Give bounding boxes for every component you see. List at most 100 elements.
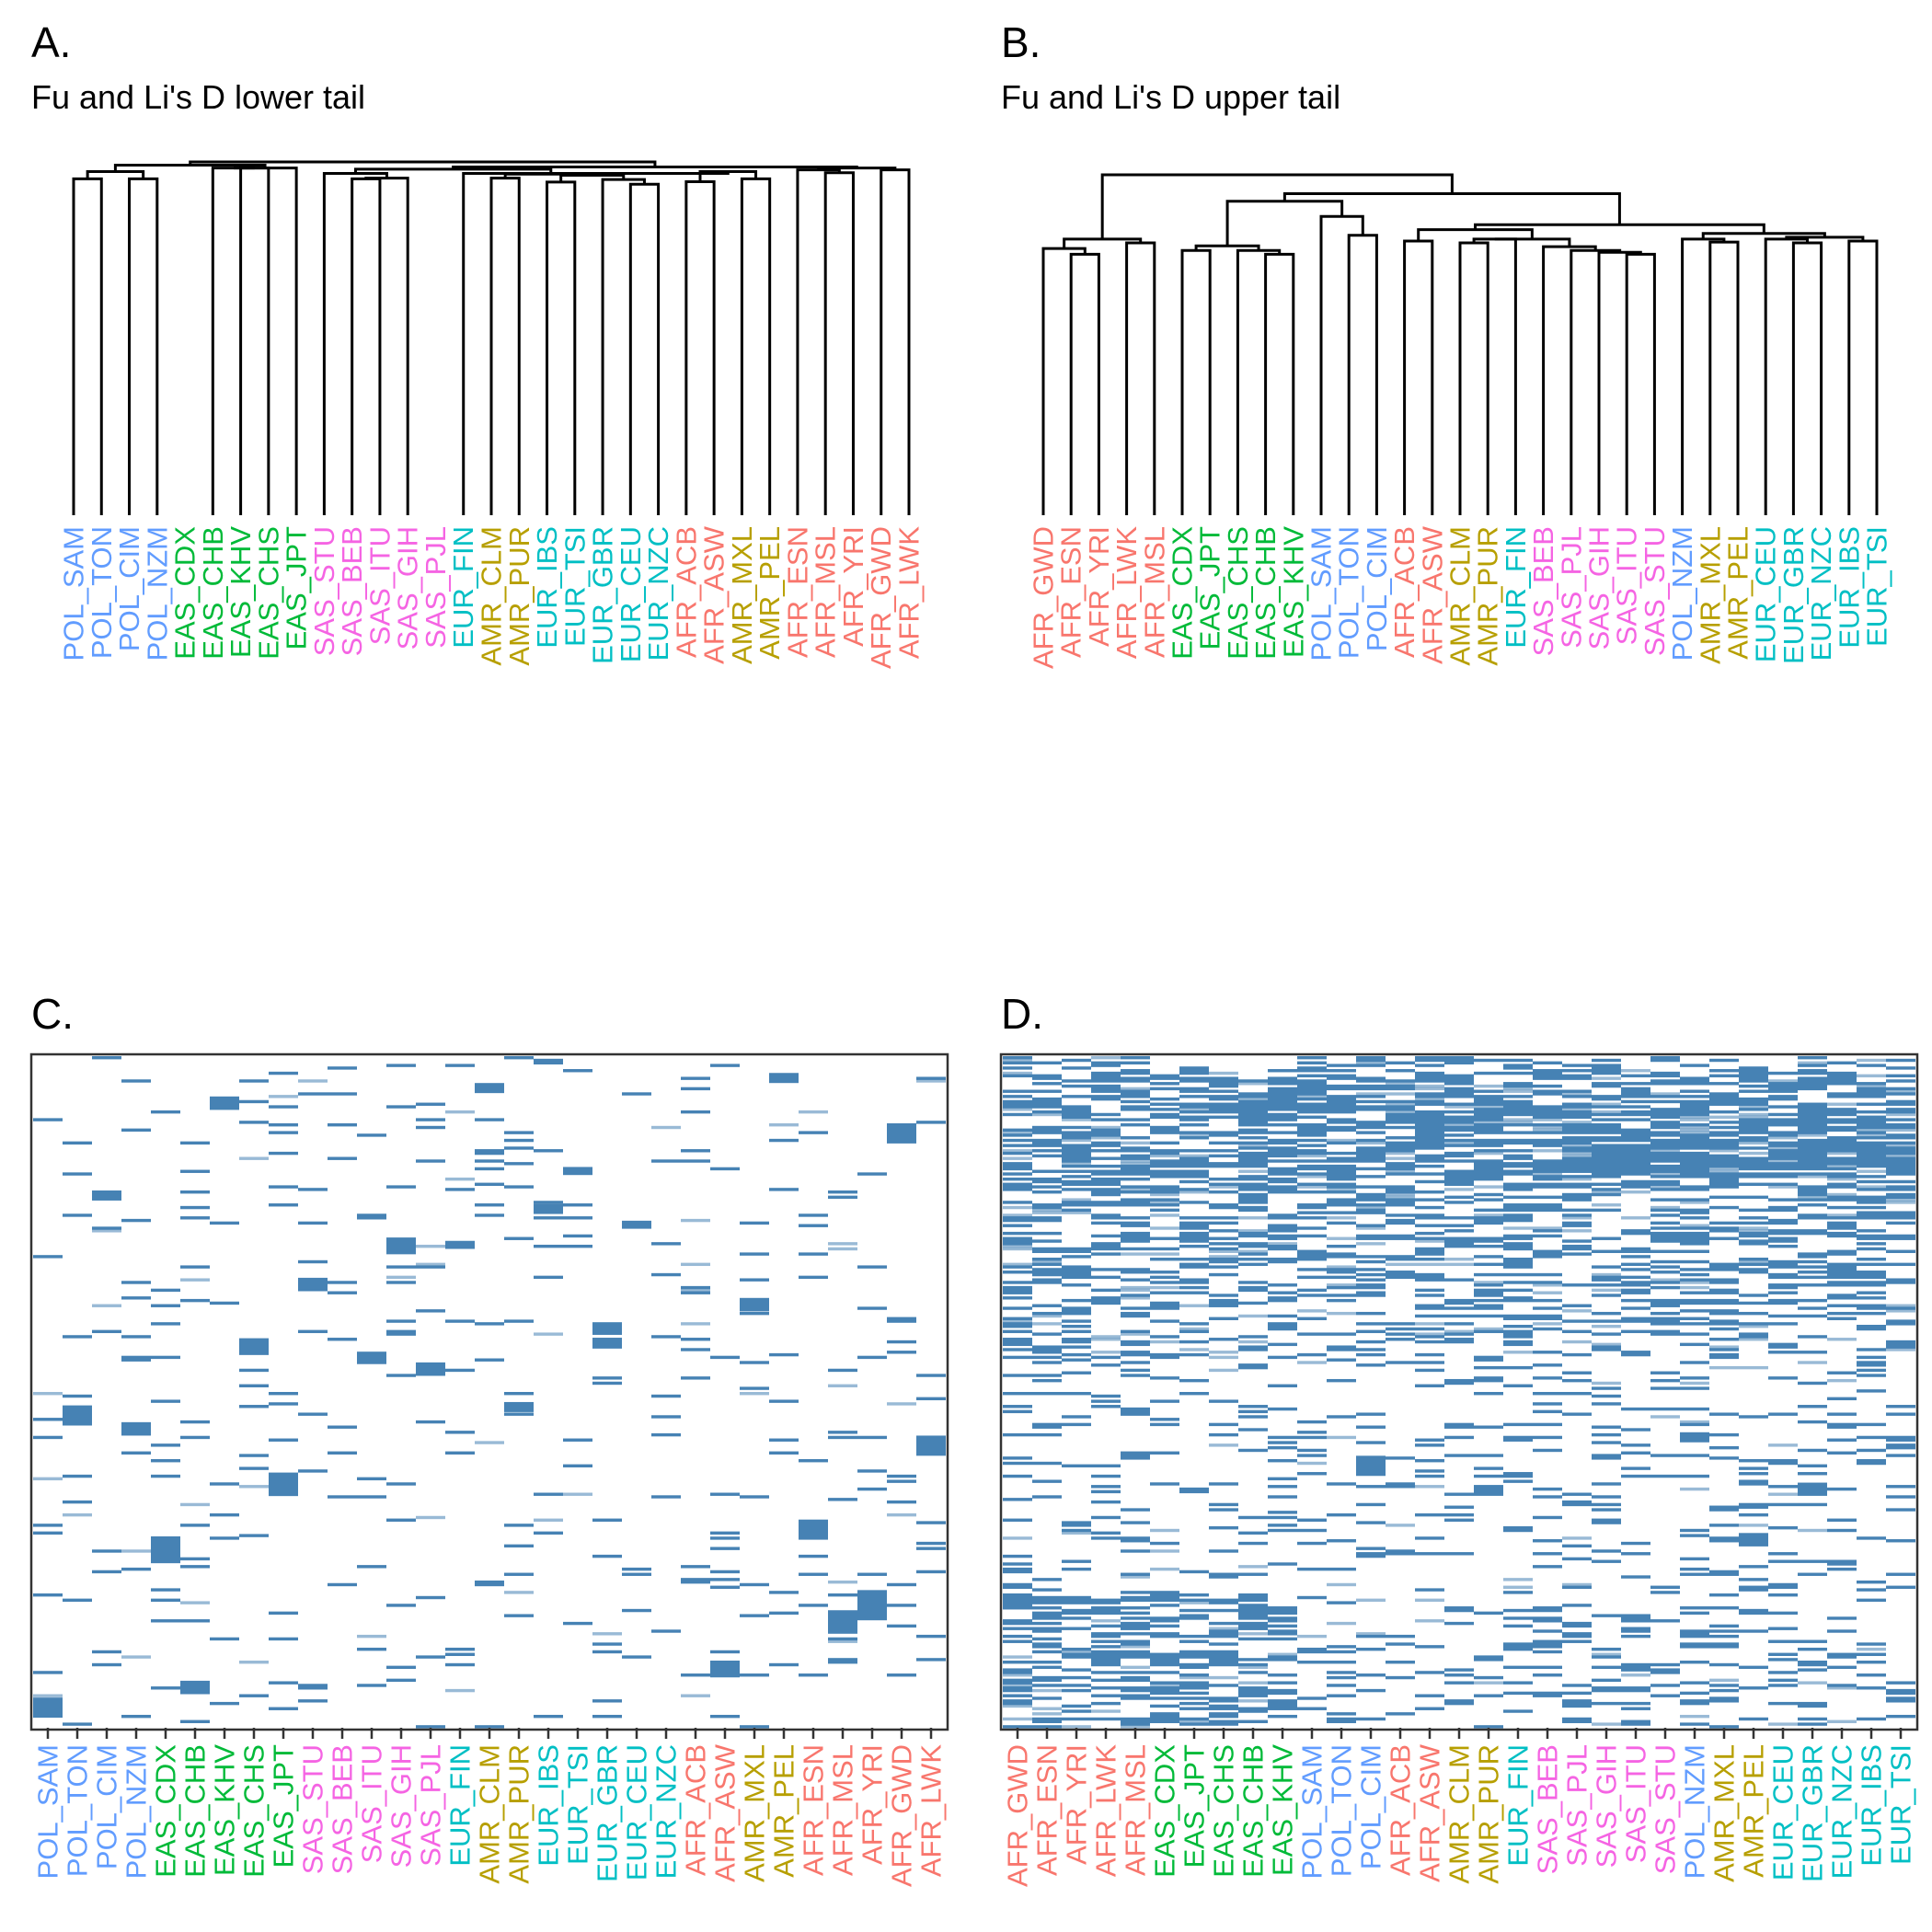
heatmap-cell — [1268, 1242, 1297, 1246]
heatmap-cell — [1032, 1611, 1062, 1616]
heatmap-cell — [1592, 1332, 1621, 1336]
heatmap-cell — [1209, 1133, 1238, 1137]
heatmap-cell — [1091, 1133, 1121, 1137]
heatmap-cell — [1091, 1061, 1121, 1065]
heatmap-cell — [269, 1707, 298, 1710]
heatmap-cell — [1533, 1177, 1562, 1181]
heatmap-cell — [1003, 1536, 1032, 1540]
heatmap-cell — [1415, 1314, 1444, 1318]
heatmap-cell — [1268, 1445, 1297, 1450]
heatmap-cell — [1150, 1355, 1179, 1360]
heatmap-cell — [681, 1338, 710, 1341]
heatmap-cell — [1562, 1151, 1592, 1156]
heatmap-cell — [1650, 1141, 1680, 1145]
leaf-label: POL_NZM — [1679, 1744, 1711, 1879]
heatmap-cell — [1768, 1443, 1798, 1447]
heatmap-cell — [1091, 1338, 1121, 1341]
heatmap-cell — [63, 1141, 92, 1145]
heatmap-cell — [1297, 1084, 1327, 1088]
heatmap-cell — [1592, 1386, 1621, 1390]
heatmap-cell — [1886, 1128, 1915, 1133]
heatmap-cell — [651, 1629, 681, 1633]
heatmap-cell — [1680, 1076, 1709, 1080]
heatmap-cell — [1268, 1707, 1297, 1710]
heatmap-cell — [1474, 1294, 1503, 1297]
heatmap-cell — [1621, 1146, 1650, 1150]
heatmap-cell — [1562, 1195, 1592, 1200]
heatmap-cell — [1444, 1061, 1474, 1065]
heatmap-cell — [1886, 1438, 1915, 1442]
heatmap-cell — [1886, 1192, 1915, 1197]
heatmap-cell — [1592, 1294, 1621, 1297]
heatmap-cell — [328, 1582, 357, 1587]
heatmap-cell — [1415, 1213, 1444, 1217]
heatmap-cell — [1650, 1149, 1680, 1153]
heatmap-cell — [1003, 1374, 1032, 1377]
leaf-label: AFR_LWK — [915, 1744, 948, 1877]
heatmap-cell — [1562, 1701, 1592, 1706]
heatmap-cell — [445, 1451, 475, 1455]
heatmap-cell — [1297, 1082, 1327, 1086]
heatmap-cell — [1150, 1306, 1179, 1310]
heatmap-cell — [1150, 1172, 1179, 1176]
heatmap-cell — [1268, 1355, 1297, 1360]
heatmap-cell — [1209, 1108, 1238, 1111]
heatmap-cell — [1444, 1329, 1474, 1334]
heatmap-cell — [1562, 1319, 1592, 1323]
heatmap-cell — [1503, 1185, 1533, 1189]
heatmap-cell — [1003, 1244, 1032, 1248]
heatmap-cell — [1533, 1283, 1562, 1287]
heatmap-cell — [1415, 1239, 1444, 1243]
leaf-label: AFR_LWK — [893, 526, 926, 659]
heatmap-cell — [1268, 1322, 1297, 1326]
heatmap-cell — [1121, 1188, 1150, 1191]
heatmap-cell — [1268, 1441, 1297, 1444]
heatmap-cell — [1386, 1061, 1415, 1065]
heatmap-cell — [1179, 1133, 1209, 1137]
leaf-label: EAS_CDX — [1167, 526, 1199, 660]
heatmap-cell — [1209, 1249, 1238, 1253]
heatmap-cell — [1474, 1236, 1503, 1240]
heatmap-cell — [1798, 1271, 1827, 1274]
heatmap-cell — [1386, 1634, 1415, 1639]
heatmap-cell — [1650, 1311, 1680, 1316]
heatmap-cell — [1415, 1146, 1444, 1150]
heatmap-cell — [1592, 1102, 1621, 1106]
heatmap-cell — [1562, 1412, 1592, 1416]
heatmap-cell — [1827, 1518, 1857, 1522]
heatmap-cell — [1709, 1432, 1739, 1437]
heatmap-cell — [1150, 1108, 1179, 1111]
heatmap-cell — [1032, 1262, 1062, 1267]
heatmap-cell — [1562, 1634, 1592, 1639]
heatmap-cell — [298, 1684, 328, 1687]
heatmap-cell — [857, 1572, 887, 1576]
heatmap-cell — [1827, 1262, 1857, 1267]
heatmap-cell — [1062, 1136, 1091, 1140]
heatmap-cell — [1562, 1252, 1592, 1256]
heatmap-cell — [1709, 1236, 1739, 1240]
heatmap-cell — [1062, 1131, 1091, 1134]
heatmap-cell — [1680, 1285, 1709, 1290]
heatmap-cell — [1415, 1258, 1444, 1261]
leaf-label: EAS_CDX — [1149, 1744, 1181, 1878]
heatmap-cell — [1091, 1268, 1121, 1271]
heatmap-cell — [1768, 1229, 1798, 1233]
heatmap-cell — [1533, 1115, 1562, 1119]
heatmap-cell — [1827, 1317, 1857, 1320]
heatmap-cell — [1091, 1112, 1121, 1117]
heatmap-cell — [1768, 1275, 1798, 1280]
heatmap-cell — [1356, 1348, 1386, 1351]
heatmap-cell — [1150, 1399, 1179, 1403]
heatmap-cell — [887, 1624, 916, 1628]
heatmap-cell — [1268, 1325, 1297, 1328]
heatmap-cell — [1503, 1709, 1533, 1713]
heatmap-cell — [1268, 1087, 1297, 1091]
heatmap-cell — [1062, 1717, 1091, 1721]
heatmap-cell — [1768, 1185, 1798, 1189]
heatmap-cell — [1798, 1335, 1827, 1339]
heatmap-cell — [1827, 1092, 1857, 1096]
heatmap-cell — [1709, 1281, 1739, 1284]
heatmap-cell — [769, 1123, 799, 1127]
heatmap-cell — [328, 1495, 357, 1499]
heatmap-cell — [1562, 1092, 1592, 1096]
